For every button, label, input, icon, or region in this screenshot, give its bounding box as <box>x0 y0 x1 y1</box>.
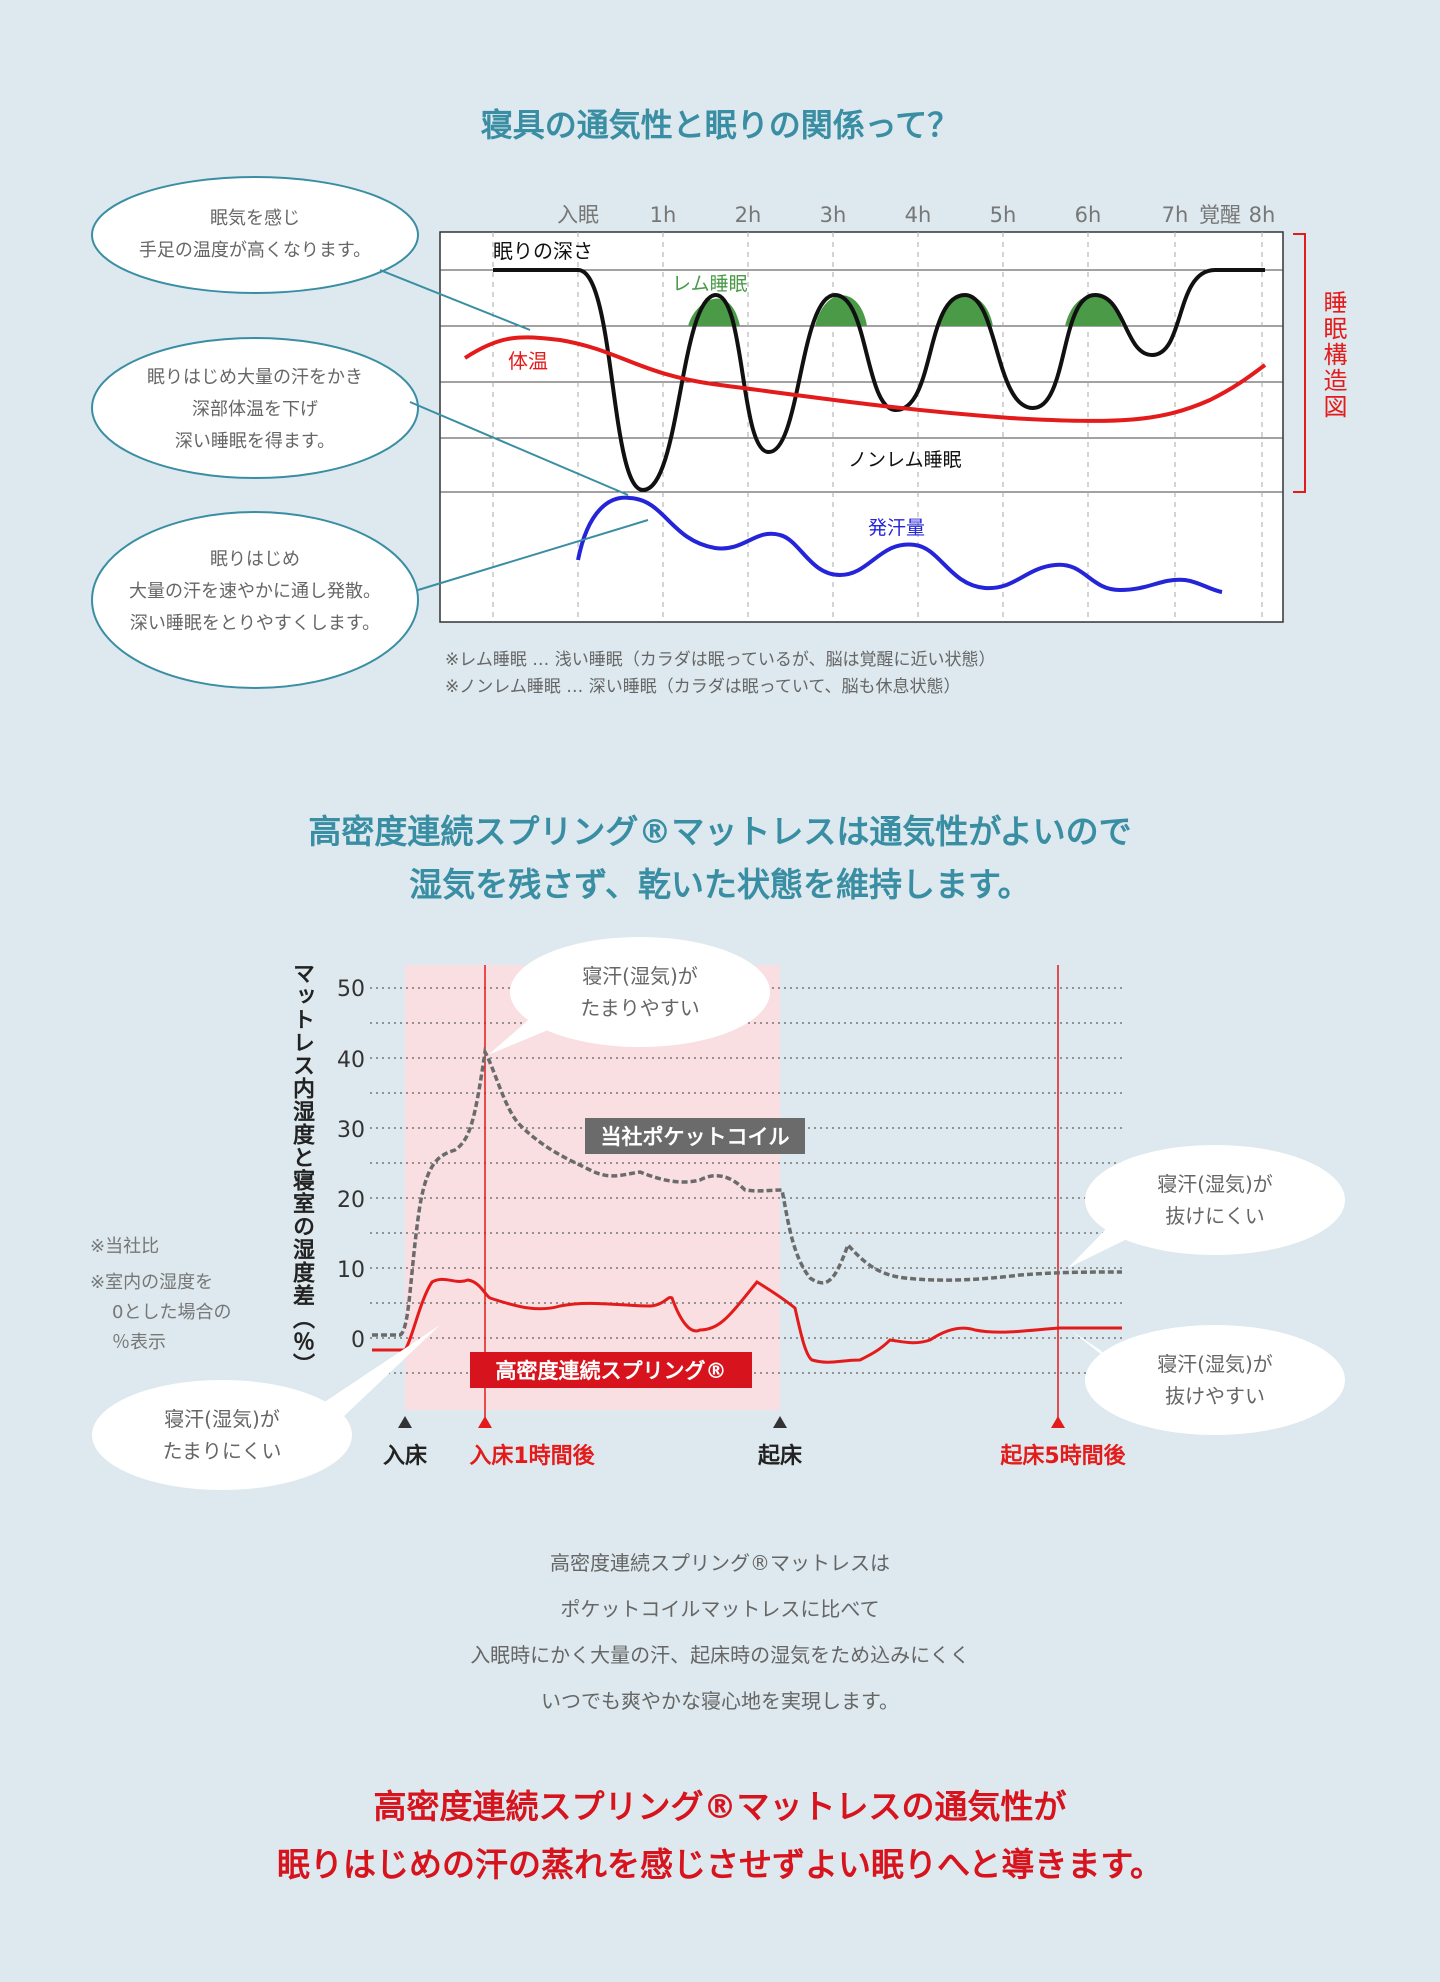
body-temp-line <box>463 335 1267 423</box>
nonrem-label: ノンレム睡眠 <box>848 449 962 471</box>
body-text: 高密度連続スプリング®マットレスは ポケットコイルマットレスに比べて 入眠時にか… <box>0 1540 1440 1724</box>
body-line: 入眠時にかく大量の汗、起床時の湿気をため込みにくく <box>470 1643 970 1667</box>
y-axis-label: マットレス内湿度と寝室の湿度差（％） <box>289 962 314 1376</box>
bubble-1-text: 眠気を感じ 手足の温度が高くなります。 <box>95 203 415 267</box>
footer-line-1: 高密度連続スプリング®マットレスの通気性が <box>373 1787 1067 1826</box>
bubble-ellipse <box>91 511 419 689</box>
depth-line <box>493 268 1265 493</box>
bubble-pointer <box>1068 1225 1125 1268</box>
bubble-ellipse <box>91 337 419 479</box>
bubble-line: 寝汗(湿気)が <box>1157 1352 1273 1376</box>
section2-headline-2: 湿気を残さず、乾いた状態を維持します。 <box>409 865 1031 904</box>
pocket-coil-line <box>372 1046 1123 1337</box>
bubble-pointer <box>488 1010 560 1055</box>
bubble-line: 深部体温を下げ <box>192 399 318 420</box>
bubble-line: 寝汗(湿気)が <box>1157 1172 1273 1196</box>
time-label: 3h <box>820 203 847 227</box>
marker-label: 起床5時間後 <box>999 1443 1126 1469</box>
time-label: 1h <box>650 203 677 227</box>
y-tick: 20 <box>337 1188 365 1213</box>
body-line: ポケットコイルマットレスに比べて <box>560 1597 880 1621</box>
bubble-pointer <box>320 1325 440 1420</box>
depth-label: 眠りの深さ <box>493 239 593 263</box>
side-bracket <box>1293 233 1306 493</box>
side-notes: ※当社比 ※室内の湿度を 0とした場合の ％表示 <box>90 1232 231 1358</box>
y-tick: 40 <box>337 1048 365 1073</box>
footer-line-2: 眠りはじめの汗の蒸れを感じさせずよい眠りへと導きます。 <box>276 1845 1164 1884</box>
bubble-pointer <box>417 519 649 591</box>
bubble-line: 抜けやすい <box>1165 1384 1265 1408</box>
marker-label: 入床 <box>383 1443 428 1469</box>
marker-label: 起床 <box>757 1443 803 1469</box>
bubble-3-text: 眠りはじめ 大量の汗を速やかに通し発散。 深い睡眠をとりやすくします。 <box>95 544 415 640</box>
bubble-accumulate-text: 寝汗(湿気)が たまりやすい <box>520 960 760 1024</box>
pocket-coil-tag-label: 当社ポケットコイル <box>601 1125 790 1149</box>
time-label: 6h <box>1075 203 1102 227</box>
body-line: いつでも爽やかな寝心地を実現します。 <box>541 1689 899 1713</box>
bubble-line: 大量の汗を速やかに通し発散。 <box>129 581 381 602</box>
bubble-line: 寝汗(湿気)が <box>582 964 698 988</box>
marker-triangle <box>398 1416 412 1428</box>
spring-tag <box>470 1352 752 1388</box>
humidity-chart: 50 40 30 20 10 0 入床 入床1時間後 起床 起床5時間後 当社ポ… <box>92 937 1345 1490</box>
marker-triangle <box>478 1416 492 1428</box>
time-label: 7h <box>1162 203 1189 227</box>
y-tick: 50 <box>337 977 365 1002</box>
rem-peak <box>815 295 867 326</box>
time-label: 8h <box>1249 203 1276 227</box>
bubble-line: 深い睡眠を得ます。 <box>174 431 336 452</box>
time-label: 入眠 <box>557 203 599 227</box>
marker-triangle <box>773 1416 787 1428</box>
bubble-hard-release-text: 寝汗(湿気)が 抜けにくい <box>1095 1168 1335 1232</box>
body-temp-label: 体温 <box>508 349 548 373</box>
side-label: 睡眠構造図 <box>1319 290 1347 420</box>
bubble-easy-release-text: 寝汗(湿気)が 抜けやすい <box>1095 1348 1335 1412</box>
bubble-pointer <box>379 269 531 331</box>
sweat-line <box>576 495 1223 594</box>
side-note: ※室内の湿度を <box>90 1272 214 1293</box>
bubble-line: 抜けにくい <box>1165 1204 1265 1228</box>
bubble-line: 眠りはじめ大量の汗をかき <box>147 367 363 388</box>
side-note: ※当社比 <box>90 1236 160 1257</box>
bubble-less-accumulate-text: 寝汗(湿気)が たまりにくい <box>102 1403 342 1467</box>
sleep-structure-chart: 入眠 1h 2h 3h 4h 5h 6h 7h 覚醒 8h <box>91 176 1347 689</box>
marker-label: 入床1時間後 <box>469 1443 595 1469</box>
y-tick: 10 <box>337 1258 365 1283</box>
body-line: 高密度連続スプリング®マットレスは <box>550 1551 890 1575</box>
bubble-line: 眠りはじめ <box>210 549 300 570</box>
side-note: ％表示 <box>112 1332 166 1353</box>
rem-label: レム睡眠 <box>672 273 748 295</box>
section1-title: 寝具の通気性と眠りの関係って？ <box>480 106 960 144</box>
time-label: 5h <box>990 203 1017 227</box>
bubble-ellipse <box>1085 1145 1345 1255</box>
bubble-line: 深い睡眠をとりやすくします。 <box>129 613 381 634</box>
time-label: 4h <box>905 203 932 227</box>
y-tick: 0 <box>351 1328 365 1353</box>
bubble-line: たまりやすい <box>580 996 700 1020</box>
pocket-coil-tag <box>585 1118 805 1154</box>
bubble-ellipse <box>1085 1325 1345 1435</box>
bubble-ellipse <box>92 1380 352 1490</box>
bubble-ellipse <box>510 937 770 1047</box>
high-density-spring-line <box>372 1277 1122 1364</box>
bubble-line: 手足の温度が高くなります。 <box>138 240 372 261</box>
nonrem-note: ※ノンレム睡眠 … 深い睡眠（カラダは眠っていて、脳も休息状態） <box>445 677 961 697</box>
sweat-label: 発汗量 <box>868 517 925 539</box>
bubble-2-text: 眠りはじめ大量の汗をかき 深部体温を下げ 深い睡眠を得ます。 <box>95 362 415 458</box>
side-note: 0とした場合の <box>112 1302 232 1323</box>
time-label: 2h <box>735 203 762 227</box>
bubble-line: 眠気を感じ <box>210 208 300 229</box>
marker-triangle <box>1051 1416 1065 1428</box>
bubble-pointer <box>1070 1330 1115 1365</box>
spring-tag-label: 高密度連続スプリング® <box>496 1359 727 1383</box>
bubble-line: たまりにくい <box>162 1439 282 1463</box>
rem-note: ※レム睡眠 … 浅い睡眠（カラダは眠っているが、脳は覚醒に近い状態） <box>445 650 996 670</box>
bubble-line: 寝汗(湿気)が <box>164 1407 280 1431</box>
y-tick: 30 <box>337 1118 365 1143</box>
bubble-pointer <box>409 401 629 496</box>
bubble-ellipse <box>91 176 419 294</box>
time-label: 覚醒 <box>1199 203 1241 227</box>
section2-headline-1: 高密度連続スプリング®マットレスは通気性がよいので <box>308 812 1132 851</box>
